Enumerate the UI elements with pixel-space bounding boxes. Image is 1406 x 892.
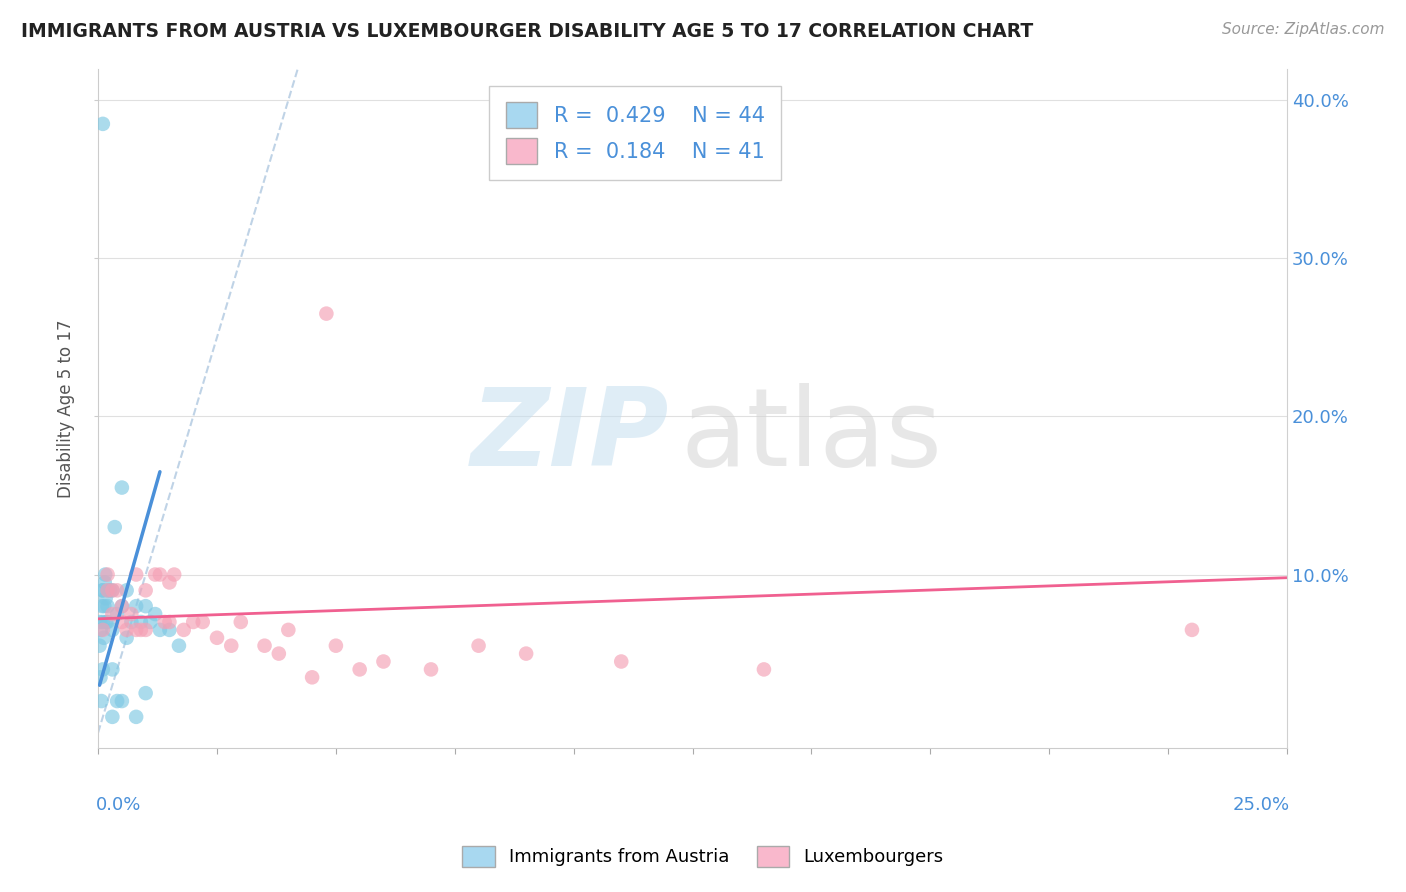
Point [125, 623, 148, 637]
Point [94, 567, 117, 582]
Point [205, 631, 228, 645]
Point [253, 639, 276, 653]
Point [91, 623, 114, 637]
Point [1181, 623, 1204, 637]
Point [94, 591, 117, 606]
Point [159, 623, 181, 637]
Point [301, 670, 323, 684]
Point [89, 615, 111, 629]
Point [105, 694, 128, 708]
Point [277, 623, 299, 637]
Point [96, 615, 118, 629]
Point [89, 670, 111, 684]
Point [111, 694, 134, 708]
Point [159, 615, 181, 629]
Legend: R =  0.429    N = 44, R =  0.184    N = 41: R = 0.429 N = 44, R = 0.184 N = 41 [489, 86, 782, 180]
Point [229, 615, 252, 629]
Point [159, 575, 181, 590]
Point [94, 575, 117, 590]
Point [143, 567, 166, 582]
Point [349, 662, 371, 676]
Text: IMMIGRANTS FROM AUSTRIA VS LUXEMBOURGER DISABILITY AGE 5 TO 17 CORRELATION CHART: IMMIGRANTS FROM AUSTRIA VS LUXEMBOURGER … [21, 22, 1033, 41]
Text: 0.0%: 0.0% [96, 796, 141, 814]
Point [97, 583, 120, 598]
Point [105, 607, 128, 621]
Point [173, 623, 195, 637]
Y-axis label: Disability Age 5 to 17: Disability Age 5 to 17 [58, 319, 75, 498]
Point [191, 615, 214, 629]
Point [129, 623, 152, 637]
Point [111, 615, 134, 629]
Point [153, 615, 176, 629]
Point [315, 307, 337, 321]
Point [129, 615, 152, 629]
Point [135, 583, 157, 598]
Point [267, 647, 290, 661]
Point [91, 583, 114, 598]
Point [90, 599, 112, 614]
Point [104, 520, 127, 534]
Point [97, 583, 120, 598]
Point [135, 623, 157, 637]
Point [125, 599, 148, 614]
Point [149, 623, 172, 637]
Point [163, 567, 186, 582]
Point [115, 623, 138, 637]
Point [101, 710, 124, 724]
Point [111, 481, 134, 495]
Point [93, 599, 115, 614]
Point [135, 599, 157, 614]
Point [181, 615, 204, 629]
Point [101, 583, 124, 598]
Point [97, 615, 120, 629]
Point [167, 639, 190, 653]
Point [325, 639, 347, 653]
Point [90, 623, 112, 637]
Point [115, 631, 138, 645]
Point [135, 686, 157, 700]
Point [98, 583, 121, 598]
Point [97, 567, 120, 582]
Point [90, 694, 112, 708]
Point [373, 655, 395, 669]
Point [101, 662, 124, 676]
Point [143, 607, 166, 621]
Point [111, 599, 134, 614]
Point [125, 567, 148, 582]
Text: 25.0%: 25.0% [1232, 796, 1289, 814]
Point [515, 647, 537, 661]
Point [115, 583, 138, 598]
Point [149, 567, 172, 582]
Point [610, 655, 633, 669]
Text: atlas: atlas [681, 383, 942, 489]
Legend: Immigrants from Austria, Luxembourgers: Immigrants from Austria, Luxembourgers [456, 838, 950, 874]
Point [120, 615, 142, 629]
Point [125, 710, 148, 724]
Point [91, 662, 114, 676]
Point [97, 599, 120, 614]
Text: ZIP: ZIP [471, 383, 669, 489]
Point [89, 639, 111, 653]
Point [91, 583, 114, 598]
Point [93, 631, 115, 645]
Point [467, 639, 489, 653]
Point [91, 117, 114, 131]
Point [420, 662, 443, 676]
Point [139, 615, 162, 629]
Point [752, 662, 775, 676]
Point [101, 607, 124, 621]
Point [111, 599, 134, 614]
Point [120, 607, 142, 621]
Point [101, 623, 124, 637]
Text: Source: ZipAtlas.com: Source: ZipAtlas.com [1222, 22, 1385, 37]
Point [105, 583, 128, 598]
Point [101, 583, 124, 598]
Point [219, 639, 242, 653]
Point [91, 615, 114, 629]
